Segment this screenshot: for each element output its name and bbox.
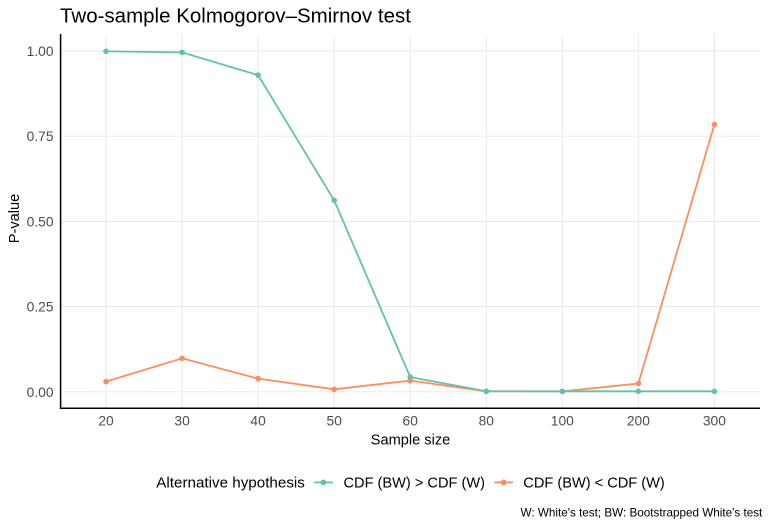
svg-text:Sample size: Sample size	[371, 432, 451, 448]
svg-text:P-value: P-value	[7, 194, 23, 243]
svg-text:40: 40	[250, 414, 266, 429]
svg-text:Two-sample Kolmogorov–Smirnov: Two-sample Kolmogorov–Smirnov test	[60, 5, 411, 28]
svg-text:100: 100	[551, 414, 574, 429]
svg-text:200: 200	[627, 414, 650, 429]
svg-text:Alternative hypothesis: Alternative hypothesis	[156, 475, 305, 492]
svg-text:300: 300	[703, 414, 726, 429]
svg-text:0.00: 0.00	[27, 385, 54, 400]
svg-text:30: 30	[174, 414, 190, 429]
svg-text:0.25: 0.25	[27, 300, 54, 315]
svg-text:0.50: 0.50	[27, 214, 54, 229]
svg-text:CDF (BW) > CDF (W): CDF (BW) > CDF (W)	[344, 476, 485, 492]
svg-text:20: 20	[98, 414, 114, 429]
svg-text:1.00: 1.00	[27, 44, 54, 59]
svg-text:50: 50	[327, 414, 343, 429]
svg-text:80: 80	[479, 414, 495, 429]
svg-text:0.75: 0.75	[27, 129, 54, 144]
svg-text:W: White's test; BW: Bootstrap: W: White's test; BW: Bootstrapped White'…	[521, 506, 764, 519]
svg-text:CDF (BW) < CDF (W): CDF (BW) < CDF (W)	[523, 476, 664, 492]
svg-text:60: 60	[403, 414, 419, 429]
